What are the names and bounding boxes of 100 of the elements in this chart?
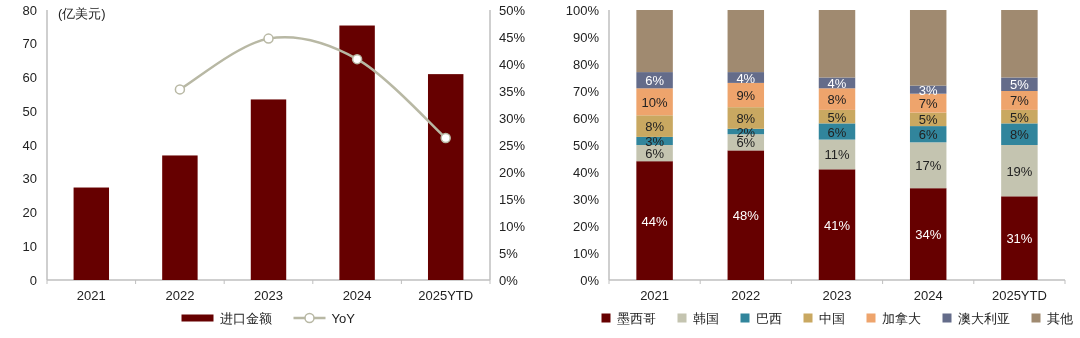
- x-tick-label: 2025YTD: [991, 288, 1047, 303]
- bar: [636, 161, 673, 280]
- data-label: 3%: [918, 82, 939, 98]
- legend-label: 其他: [1046, 311, 1073, 326]
- bar: [1001, 10, 1038, 78]
- y-tick-label: 10: [22, 238, 37, 254]
- bar: [818, 169, 856, 280]
- y-tick-label: 0%: [580, 272, 600, 288]
- y-tick-label: 30%: [572, 191, 600, 207]
- bar: [1001, 145, 1038, 197]
- y-tick-label: 40: [22, 137, 37, 153]
- point: [440, 132, 451, 144]
- legend-label: 巴西: [755, 311, 782, 326]
- y2-tick-label: 40%: [499, 56, 526, 72]
- bar: [909, 10, 947, 86]
- y-tick-label: 70: [22, 36, 37, 52]
- y2-tick-label: 15%: [499, 191, 526, 207]
- x-tick-label: 2024: [342, 288, 372, 303]
- data-label: 5%: [1010, 109, 1030, 125]
- y-tick-label: 80%: [572, 56, 600, 72]
- y2-tick-label: 30%: [499, 110, 526, 126]
- x-tick-label: 2023: [822, 288, 852, 303]
- data-label: 4%: [736, 70, 756, 86]
- data-label: 11%: [824, 147, 850, 163]
- bar: [727, 150, 765, 280]
- y2-tick-label: 20%: [499, 164, 526, 180]
- bar: [636, 10, 673, 73]
- bar: [73, 187, 110, 280]
- data-label: 9%: [736, 88, 756, 104]
- y-tick-label: 50%: [572, 137, 600, 153]
- y2-tick-label: 0%: [499, 272, 519, 288]
- legend-label: 韩国: [692, 311, 719, 326]
- data-label: 6%: [827, 124, 847, 140]
- data-label: 8%: [736, 111, 756, 126]
- legend-label: 进口金额: [219, 311, 272, 326]
- bar: [909, 188, 947, 280]
- point: [174, 84, 186, 95]
- y2-tick-label: 35%: [499, 83, 526, 99]
- bar: [818, 10, 856, 78]
- bar: [1001, 196, 1038, 280]
- legend-label: 澳大利亚: [957, 311, 1010, 326]
- y-tick-label: 70%: [572, 83, 600, 99]
- y-tick-label: 60: [22, 70, 37, 85]
- x-tick-label: 2021: [640, 288, 670, 303]
- data-label: 8%: [827, 92, 847, 108]
- data-label: 8%: [1010, 127, 1030, 143]
- bar: [339, 25, 375, 280]
- data-label: 19%: [1006, 163, 1033, 179]
- bar: [727, 10, 765, 73]
- x-tick-label: 2025YTD: [418, 288, 474, 303]
- y-tick-label: 10%: [572, 245, 600, 261]
- x-tick-label: 2022: [731, 288, 761, 303]
- y-tick-label: 30: [22, 171, 37, 187]
- y-tick-label: 0: [29, 272, 37, 288]
- y-tick-label: 60%: [572, 110, 600, 126]
- y2-tick-label: 5%: [499, 245, 519, 261]
- legend-label: YoY: [331, 311, 356, 326]
- data-label: 44%: [641, 213, 669, 229]
- data-label: 4%: [827, 75, 847, 91]
- y2-tick-label: 25%: [499, 137, 526, 153]
- data-label: 31%: [1006, 231, 1033, 247]
- data-label: 5%: [827, 109, 847, 125]
- bar: [250, 99, 287, 280]
- x-tick-label: 2023: [254, 288, 283, 303]
- bar: [427, 74, 464, 280]
- legend-label: 中国: [818, 311, 845, 326]
- x-tick-label: 2024: [913, 288, 943, 303]
- data-label: 3%: [645, 133, 665, 149]
- y-tick-label: 40%: [572, 164, 600, 180]
- point: [263, 33, 274, 44]
- y-tick-label: 80: [22, 2, 37, 18]
- y-axis-title: (亿美元): [58, 6, 106, 21]
- data-label: 7%: [1010, 93, 1030, 109]
- y2-tick-label: 45%: [499, 29, 526, 45]
- data-label: 5%: [918, 112, 939, 128]
- data-label: 8%: [645, 119, 665, 135]
- bar: [162, 155, 198, 280]
- data-label: 6%: [645, 146, 665, 162]
- data-label: 17%: [915, 158, 942, 174]
- bar: [909, 142, 947, 189]
- point: [351, 53, 363, 65]
- data-label: 34%: [915, 227, 942, 243]
- y-tick-label: 20%: [572, 218, 600, 234]
- y-tick-label: 50: [22, 103, 37, 119]
- data-label: 5%: [1010, 77, 1030, 93]
- data-label: 48%: [732, 208, 760, 224]
- data-label: 6%: [645, 73, 665, 89]
- data-label: 6%: [918, 127, 939, 143]
- x-tick-label: 2022: [165, 288, 195, 303]
- y2-tick-label: 10%: [499, 218, 526, 234]
- data-label: 10%: [641, 94, 669, 110]
- data-label: 41%: [823, 217, 851, 233]
- legend-label: 加拿大: [881, 311, 921, 326]
- y-tick-label: 20: [22, 205, 37, 220]
- y-tick-label: 100%: [565, 2, 600, 18]
- y2-tick-label: 50%: [499, 2, 526, 18]
- x-tick-label: 2021: [76, 288, 106, 303]
- data-label: 7%: [918, 96, 939, 112]
- y-tick-label: 90%: [572, 29, 600, 45]
- legend-label: 墨西哥: [616, 311, 656, 326]
